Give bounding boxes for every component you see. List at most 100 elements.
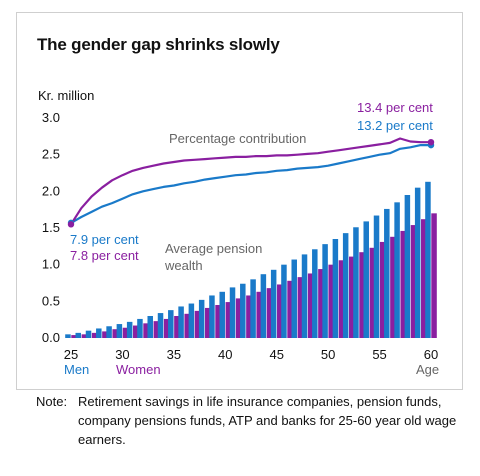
bar-men bbox=[209, 295, 215, 338]
bar-men bbox=[106, 326, 112, 338]
bar-men bbox=[188, 303, 195, 338]
chart-title: The gender gap shrinks slowly bbox=[37, 35, 280, 54]
bar-men bbox=[332, 239, 339, 338]
bar-women bbox=[133, 325, 139, 338]
bar-women bbox=[112, 329, 118, 338]
bar-men bbox=[168, 310, 174, 338]
annotation-bar-label-2: wealth bbox=[164, 258, 203, 273]
bar-men bbox=[414, 187, 421, 338]
bar-women bbox=[184, 313, 190, 338]
y-tick-label: 1.5 bbox=[42, 220, 60, 235]
y-tick-label: 0.5 bbox=[42, 293, 60, 308]
bar-men bbox=[281, 264, 287, 338]
bar-women bbox=[81, 334, 88, 338]
bar-women bbox=[277, 284, 283, 338]
bar-men bbox=[322, 244, 328, 338]
bar-women bbox=[143, 323, 149, 338]
bar-men bbox=[312, 249, 318, 338]
bar-women bbox=[421, 219, 427, 338]
x-tick-label: 25 bbox=[64, 347, 78, 362]
bar-women bbox=[225, 302, 232, 338]
y-tick-label: 0.0 bbox=[42, 330, 60, 345]
bar-women bbox=[163, 318, 170, 338]
bar-women bbox=[307, 273, 314, 338]
line-women-end-marker bbox=[427, 139, 435, 146]
y-tick-label: 3.0 bbox=[42, 110, 60, 125]
bar-women bbox=[431, 213, 437, 338]
note-label: Note: bbox=[36, 394, 68, 409]
bar-women bbox=[349, 256, 355, 338]
bar-men bbox=[363, 221, 369, 338]
bar-men bbox=[404, 195, 411, 338]
bar-women bbox=[174, 316, 180, 338]
bar-men bbox=[260, 274, 267, 338]
annotation-women-end: 13.4 per cent bbox=[357, 100, 433, 115]
bar-women bbox=[122, 327, 129, 338]
bar-women bbox=[246, 295, 252, 338]
bar-women bbox=[318, 269, 324, 338]
bars bbox=[65, 181, 437, 338]
bar-women bbox=[215, 305, 221, 338]
bar-women bbox=[102, 331, 108, 338]
bar-men bbox=[240, 283, 246, 338]
lines bbox=[67, 137, 435, 228]
bar-men bbox=[198, 299, 205, 338]
bar-women bbox=[410, 225, 417, 338]
bar-women bbox=[235, 298, 242, 338]
bar-women bbox=[194, 310, 201, 338]
bar-men bbox=[157, 313, 164, 338]
bar-men bbox=[353, 227, 359, 338]
bar-men bbox=[384, 208, 390, 338]
line-men bbox=[70, 144, 431, 224]
bar-men bbox=[373, 215, 380, 338]
bar-men bbox=[126, 321, 133, 338]
bar-women bbox=[400, 230, 406, 338]
bar-women bbox=[390, 236, 396, 338]
bar-men bbox=[178, 306, 184, 338]
bar-women bbox=[338, 260, 345, 338]
bar-men bbox=[75, 332, 81, 338]
line-women-start-marker bbox=[67, 221, 75, 228]
bar-men bbox=[250, 279, 256, 338]
bar-men bbox=[270, 269, 277, 338]
bar-women bbox=[256, 291, 262, 338]
bar-women bbox=[369, 247, 376, 338]
bar-men bbox=[116, 324, 123, 338]
bar-women bbox=[328, 264, 334, 338]
x-tick-label: 30 bbox=[115, 347, 129, 362]
line-women bbox=[70, 137, 431, 225]
annotation-line-label: Percentage contribution bbox=[169, 131, 306, 146]
x-axis-label: Age bbox=[416, 362, 439, 377]
x-tick-label: 50 bbox=[321, 347, 335, 362]
bar-women bbox=[297, 277, 304, 338]
x-tick-label: 60 bbox=[424, 347, 438, 362]
bar-men bbox=[65, 334, 71, 338]
annotation-women-start: 7.8 per cent bbox=[70, 248, 139, 263]
x-sub-label-women: Women bbox=[116, 362, 161, 377]
bar-men bbox=[229, 287, 236, 338]
bar-women bbox=[91, 332, 98, 338]
x-tick-label: 35 bbox=[167, 347, 181, 362]
x-tick-label: 55 bbox=[372, 347, 386, 362]
annotation-men-end: 13.2 per cent bbox=[357, 118, 433, 133]
x-ticks: 25 30 35 40 45 50 55 60 bbox=[64, 347, 438, 362]
bar-women bbox=[205, 307, 211, 338]
y-tick-label: 2.5 bbox=[42, 147, 60, 162]
bar-men bbox=[301, 254, 308, 338]
annotation-men-start: 7.9 per cent bbox=[70, 232, 139, 247]
y-axis-label: Kr. million bbox=[38, 88, 94, 103]
bar-women bbox=[287, 280, 293, 338]
bar-men bbox=[425, 181, 431, 338]
y-tick-label: 1.0 bbox=[42, 257, 60, 272]
x-tick-label: 45 bbox=[269, 347, 283, 362]
bar-women bbox=[71, 335, 77, 338]
bar-men bbox=[342, 233, 349, 338]
bar-men bbox=[147, 316, 153, 338]
bar-men bbox=[137, 318, 143, 338]
bar-men bbox=[291, 259, 297, 338]
note-text: Retirement savings in life insurance com… bbox=[78, 394, 457, 447]
bar-women bbox=[153, 321, 160, 338]
bar-men bbox=[85, 330, 92, 338]
bar-women bbox=[266, 288, 273, 338]
